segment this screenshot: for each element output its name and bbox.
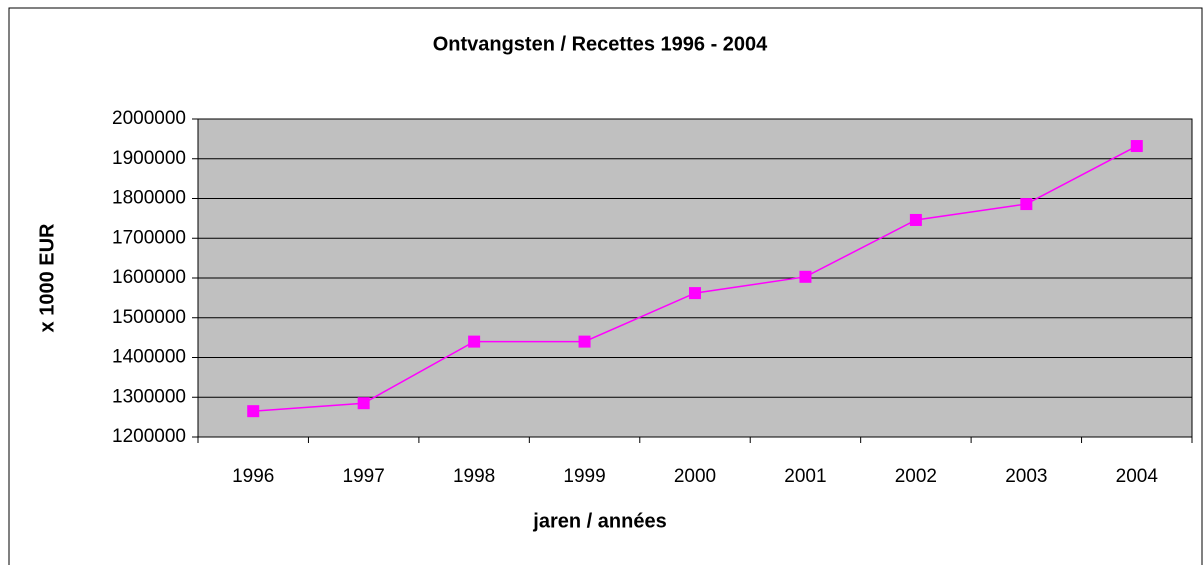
y-tick-label: 1800000	[112, 188, 186, 209]
x-axis-label: jaren / années	[532, 510, 666, 532]
y-tick-label: 1400000	[112, 347, 186, 368]
data-marker	[247, 405, 260, 418]
x-tick-label: 1997	[343, 466, 385, 487]
x-tick-label: 1999	[563, 466, 605, 487]
data-marker	[1130, 140, 1143, 153]
data-marker	[689, 287, 701, 300]
x-tick-label: 2000	[674, 466, 716, 487]
y-tick-label: 1700000	[112, 227, 186, 248]
x-tick-label: 2002	[895, 466, 937, 487]
y-tick-label: 1600000	[112, 267, 186, 288]
data-marker	[1020, 198, 1033, 211]
x-tick-label: 1998	[453, 466, 495, 487]
x-tick-label: 2004	[1116, 466, 1159, 487]
data-marker	[578, 335, 591, 348]
data-marker	[909, 213, 922, 226]
y-tick-label: 2000000	[112, 108, 186, 129]
data-marker	[799, 270, 812, 283]
y-tick-label: 1500000	[112, 307, 186, 328]
x-tick-label: 1996	[232, 466, 274, 487]
chart-title: Ontvangsten / Recettes 1996 - 2004	[433, 33, 768, 55]
x-tick-label: 2001	[784, 466, 826, 487]
data-marker	[357, 397, 370, 410]
x-tick-label: 2003	[1005, 466, 1047, 487]
data-marker	[468, 335, 481, 348]
y-tick-label: 1300000	[112, 386, 186, 407]
y-tick-label: 1200000	[112, 426, 186, 447]
y-axis-label: x 1000 EUR	[36, 223, 58, 333]
y-tick-label: 1900000	[112, 148, 186, 169]
